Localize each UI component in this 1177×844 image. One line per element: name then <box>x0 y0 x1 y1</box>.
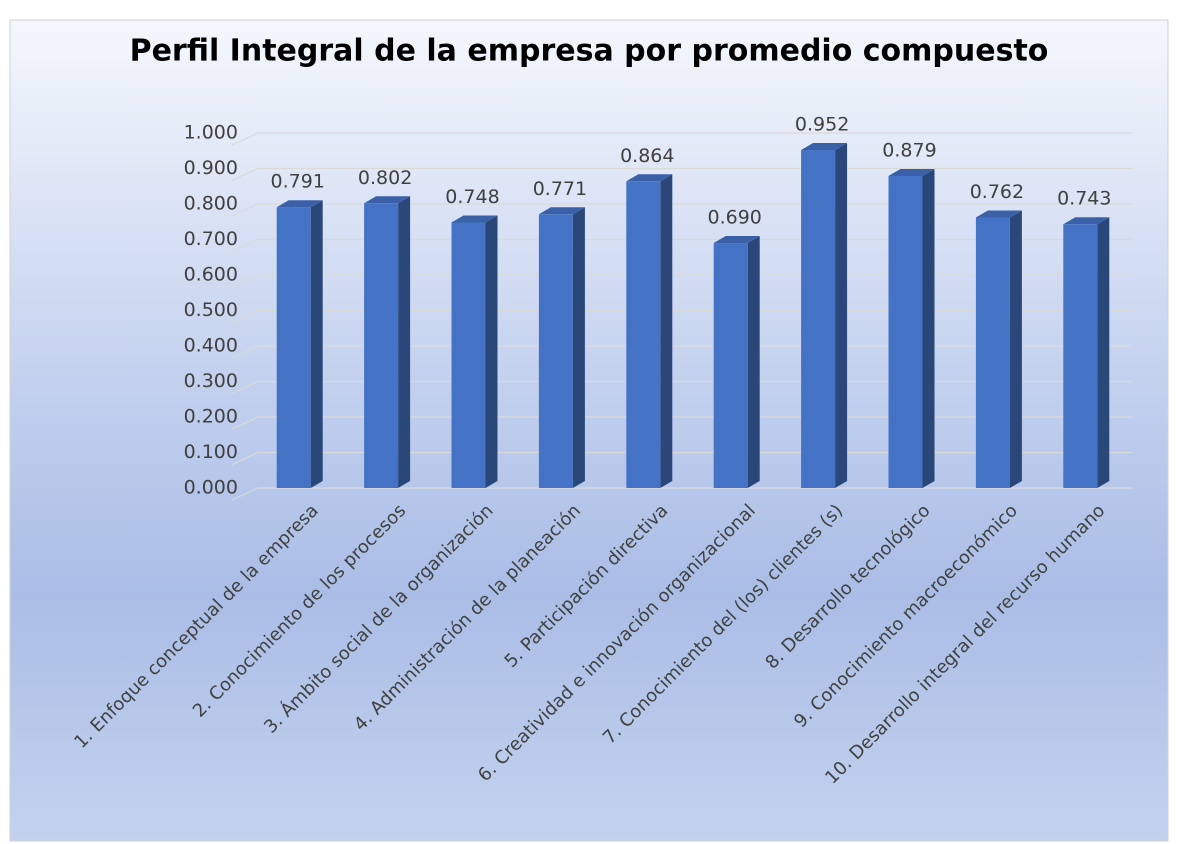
bar-side <box>1097 217 1110 489</box>
bar-side <box>660 174 673 488</box>
bar-side <box>922 168 935 488</box>
bar-top <box>538 207 585 215</box>
y-tick-label: 0.300 <box>184 370 238 392</box>
data-label: 0.952 <box>795 114 849 136</box>
data-label: 0.879 <box>882 139 936 161</box>
y-tick-label: 0.400 <box>184 335 238 357</box>
bar-front <box>451 222 486 488</box>
bar-front <box>888 175 923 488</box>
bar-side <box>1009 210 1022 489</box>
grid-line <box>231 487 1132 501</box>
data-label: 0.791 <box>270 171 324 193</box>
data-label: 0.762 <box>970 181 1024 203</box>
chart-title: Perfil Integral de la empresa por promed… <box>130 34 1049 69</box>
bar-side <box>835 143 848 489</box>
bar-front <box>713 243 748 488</box>
data-label: 0.690 <box>707 207 761 229</box>
bar-front <box>975 217 1010 489</box>
bar-front <box>1063 224 1098 489</box>
bar-top <box>276 200 323 208</box>
y-tick-label: 0.900 <box>184 157 238 179</box>
bar <box>538 207 585 489</box>
y-tick-label: 0.000 <box>184 477 238 499</box>
data-label: 0.771 <box>533 178 587 200</box>
y-tick-label: 0.800 <box>184 193 238 215</box>
bar-front <box>364 203 399 489</box>
data-label: 0.743 <box>1057 188 1111 210</box>
y-tick-label: 0.100 <box>184 441 238 463</box>
bar <box>713 236 760 488</box>
bar-top <box>713 236 760 244</box>
bar-top <box>1063 217 1110 225</box>
bar-side <box>310 200 323 488</box>
bar-top <box>364 196 411 204</box>
y-tick-label: 0.200 <box>184 406 238 428</box>
data-label: 0.864 <box>620 145 674 167</box>
chart-background <box>9 19 1169 842</box>
bar-front <box>538 214 573 489</box>
bar-top <box>626 174 673 182</box>
bar-top <box>451 215 498 223</box>
bar-front <box>276 207 311 488</box>
data-label: 0.748 <box>445 186 499 208</box>
bar-front <box>626 181 661 488</box>
grid-line <box>231 132 1132 146</box>
bar <box>801 143 848 489</box>
bar-side <box>747 236 760 488</box>
bar <box>975 210 1022 489</box>
y-tick-label: 0.700 <box>184 228 238 250</box>
bar <box>888 168 935 488</box>
bar-top <box>975 210 1022 218</box>
y-tick-label: 1.000 <box>184 122 238 144</box>
bar-top <box>888 168 935 176</box>
bar <box>276 200 323 488</box>
bar <box>626 174 673 488</box>
bar-front <box>801 150 836 489</box>
bar <box>451 215 498 488</box>
bar-side <box>572 207 585 489</box>
bar-side <box>485 215 498 488</box>
bar <box>364 196 411 489</box>
bar-top <box>801 143 848 151</box>
bar-side <box>398 196 411 489</box>
y-tick-label: 0.600 <box>184 264 238 286</box>
bar <box>1063 217 1110 489</box>
y-tick-label: 0.500 <box>184 299 238 321</box>
data-label: 0.802 <box>358 167 412 189</box>
